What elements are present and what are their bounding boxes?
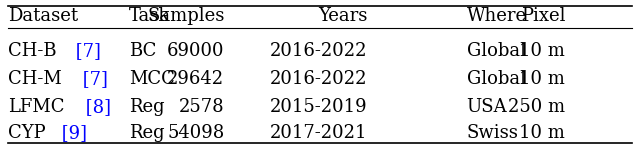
Text: Dataset: Dataset (8, 7, 78, 25)
Text: [8]: [8] (81, 98, 111, 116)
Text: CYP: CYP (8, 124, 45, 142)
Text: 10 m: 10 m (520, 42, 565, 60)
Text: Reg: Reg (129, 124, 164, 142)
Text: 2016-2022: 2016-2022 (270, 70, 368, 88)
Text: Years: Years (319, 7, 368, 25)
Text: USA: USA (467, 98, 507, 116)
Text: 69000: 69000 (167, 42, 225, 60)
Text: Global: Global (467, 42, 525, 60)
Text: Reg: Reg (129, 98, 164, 116)
Text: MCC: MCC (129, 70, 175, 88)
Text: Swiss: Swiss (467, 124, 518, 142)
Text: [7]: [7] (77, 70, 108, 88)
Text: 29642: 29642 (167, 70, 225, 88)
Text: 2017-2021: 2017-2021 (270, 124, 368, 142)
Text: Task: Task (129, 7, 170, 25)
Text: 10 m: 10 m (520, 70, 565, 88)
Text: BC: BC (129, 42, 156, 60)
Text: Samples: Samples (147, 7, 225, 25)
Text: Global: Global (467, 70, 525, 88)
Text: 2016-2022: 2016-2022 (270, 42, 368, 60)
Text: 2015-2019: 2015-2019 (270, 98, 368, 116)
Text: CH-M: CH-M (8, 70, 61, 88)
Text: LFMC: LFMC (8, 98, 64, 116)
Text: 54098: 54098 (167, 124, 225, 142)
Text: Where: Where (467, 7, 527, 25)
Text: 2578: 2578 (179, 98, 225, 116)
Text: 250 m: 250 m (508, 98, 565, 116)
Text: 10 m: 10 m (520, 124, 565, 142)
Text: CH-B: CH-B (8, 42, 56, 60)
Text: [9]: [9] (56, 124, 87, 142)
Text: [7]: [7] (70, 42, 101, 60)
Text: Pixel: Pixel (521, 7, 565, 25)
